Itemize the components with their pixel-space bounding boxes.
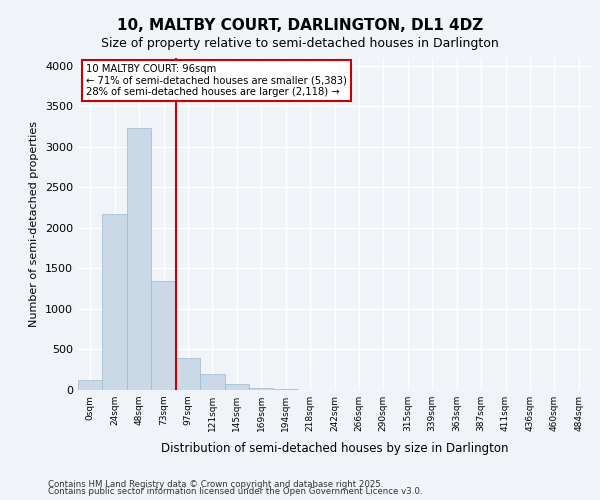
Bar <box>249 388 274 390</box>
X-axis label: Distribution of semi-detached houses by size in Darlington: Distribution of semi-detached houses by … <box>161 442 508 456</box>
Bar <box>103 214 127 390</box>
Bar <box>176 358 200 390</box>
Text: 10 MALTBY COURT: 96sqm
← 71% of semi-detached houses are smaller (5,383)
28% of : 10 MALTBY COURT: 96sqm ← 71% of semi-det… <box>86 64 347 98</box>
Bar <box>78 380 103 390</box>
Bar <box>151 282 176 390</box>
Y-axis label: Number of semi-detached properties: Number of semi-detached properties <box>29 120 40 327</box>
Bar <box>224 384 249 390</box>
Text: Contains public sector information licensed under the Open Government Licence v3: Contains public sector information licen… <box>48 487 422 496</box>
Text: Size of property relative to semi-detached houses in Darlington: Size of property relative to semi-detach… <box>101 38 499 51</box>
Bar <box>127 128 151 390</box>
Text: Contains HM Land Registry data © Crown copyright and database right 2025.: Contains HM Land Registry data © Crown c… <box>48 480 383 489</box>
Bar <box>274 389 298 390</box>
Bar <box>200 374 224 390</box>
Text: 10, MALTBY COURT, DARLINGTON, DL1 4DZ: 10, MALTBY COURT, DARLINGTON, DL1 4DZ <box>117 18 483 32</box>
